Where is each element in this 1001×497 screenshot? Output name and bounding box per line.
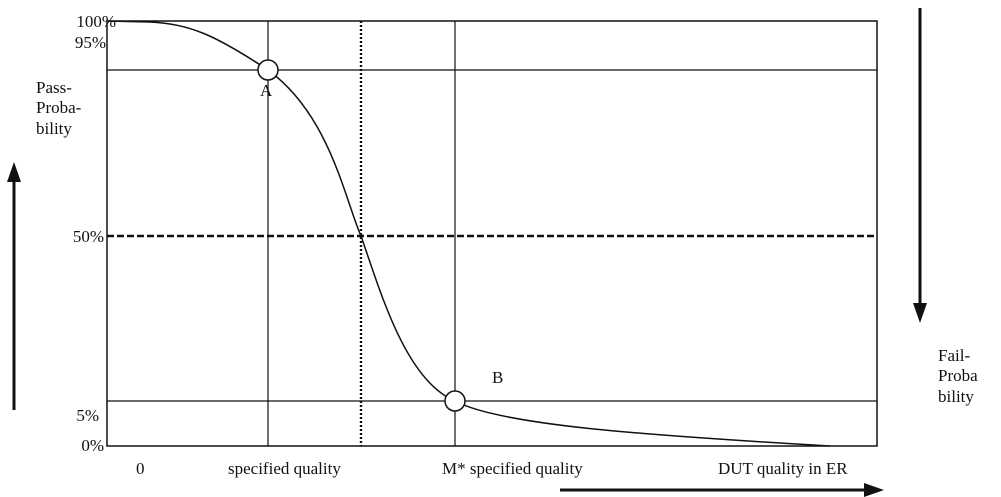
point-b-marker bbox=[444, 390, 466, 412]
point-b-label: B bbox=[492, 368, 504, 387]
y-tick-label: 0% bbox=[81, 436, 104, 455]
y-axis-label-pass-probability: Pass- Proba- bility bbox=[36, 78, 82, 138]
y-tick-label: 50% bbox=[72, 227, 104, 246]
x-tick-label: specified quality bbox=[228, 459, 341, 478]
x-tick-label: DUT quality in ER bbox=[718, 459, 848, 478]
pass-probability-curve bbox=[106, 20, 831, 447]
plot-frame bbox=[106, 20, 878, 447]
y2-axis-label-fail-probability: Fail- Proba bility bbox=[938, 346, 978, 406]
y-tick-label: 100% bbox=[76, 12, 116, 31]
fail-probability-arrow-down bbox=[913, 8, 927, 323]
quality-direction-arrow-right bbox=[560, 483, 884, 497]
pass-probability-arrow-up bbox=[7, 162, 21, 410]
x-tick-label: 0 bbox=[136, 459, 145, 478]
y-tick-label: 5% bbox=[76, 406, 99, 425]
point-a-marker bbox=[257, 59, 279, 81]
y-tick-label: 95% bbox=[74, 33, 106, 52]
x-tick-label: M* specified quality bbox=[442, 459, 583, 478]
point-a-label: A bbox=[260, 81, 273, 100]
